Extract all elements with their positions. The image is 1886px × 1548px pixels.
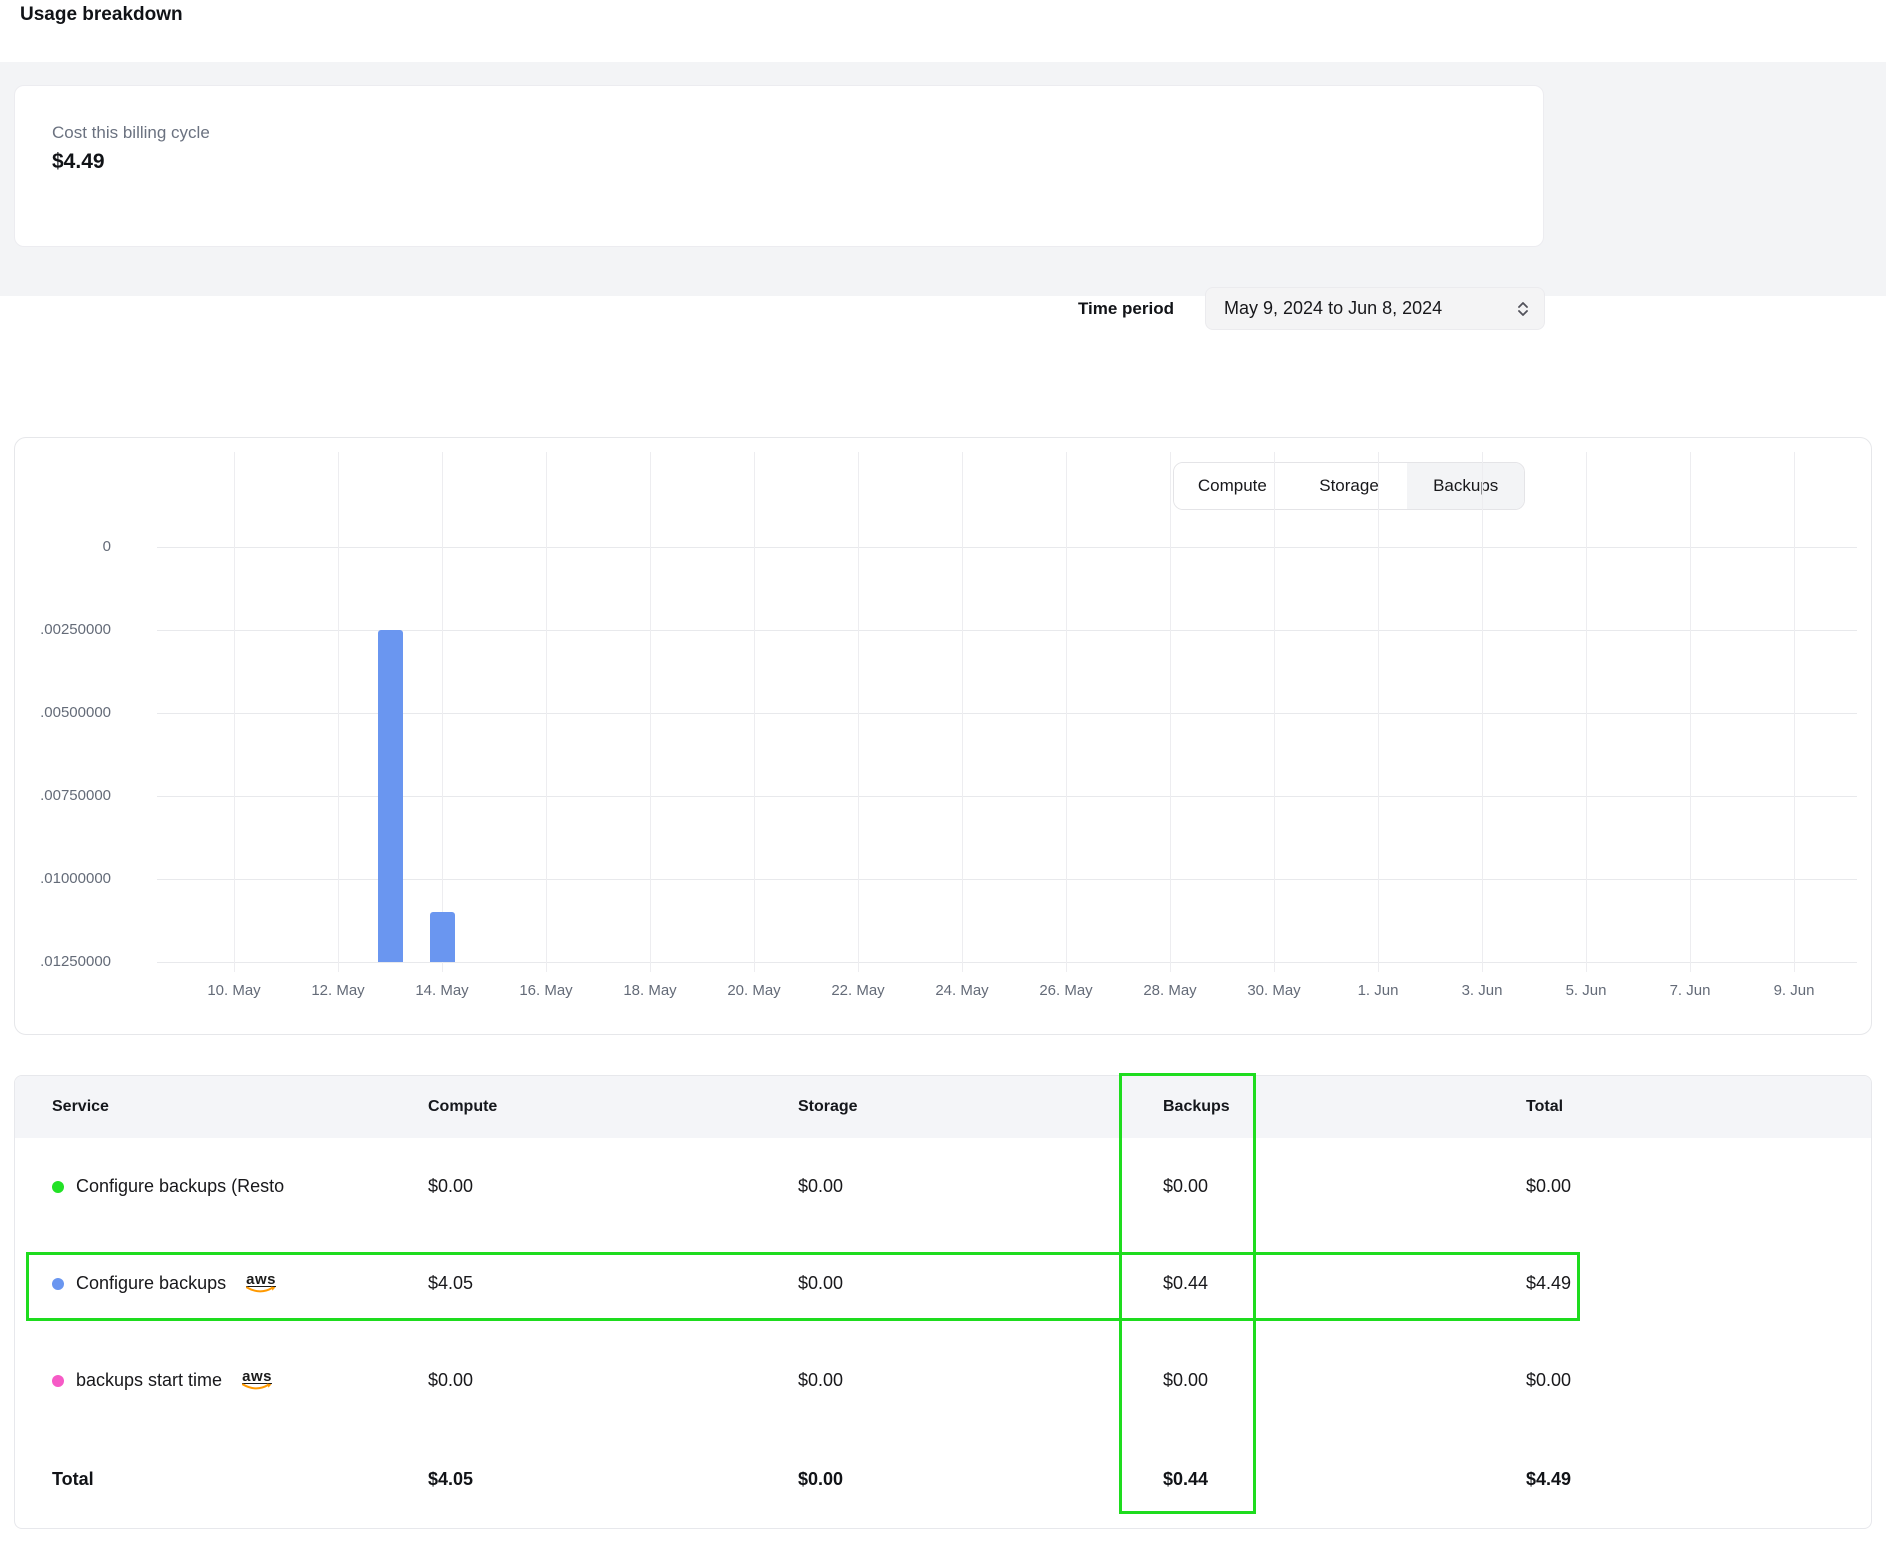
series-color-dot [52,1180,64,1193]
service-cell: Configure backups (Resto [38,1176,414,1197]
gridline-horizontal [157,630,1857,631]
table-header-row: Service Compute Storage Backups Total [15,1076,1871,1138]
x-axis-tick-label: 30. May [1247,982,1301,999]
time-period-select[interactable]: May 9, 2024 to Jun 8, 2024 [1205,287,1545,330]
total-backups-cell: $0.44 [1163,1468,1209,1489]
x-axis-tick-label: 5. Jun [1565,982,1607,999]
x-axis-tick-label: 9. Jun [1773,982,1815,999]
gridline-vertical [1690,452,1691,972]
gridline-vertical [650,452,651,972]
gridline-vertical [546,452,547,972]
series-color-dot [52,1277,64,1290]
total-value-cell: $4.49 [1526,1273,1572,1293]
time-period-label: Time period [1077,299,1174,318]
compute-value-cell: $0.00 [428,1370,474,1390]
y-axis-tick-label: .01000000 [40,870,111,887]
cost-card-value: $4.49 [52,150,105,173]
gridline-vertical [234,452,235,972]
compute-value-cell: $4.05 [428,1273,474,1293]
x-axis-tick-label: 7. Jun [1669,982,1711,999]
gridline-horizontal [157,547,1857,548]
gridline-vertical [1794,452,1795,972]
gridline-vertical [962,452,963,972]
tab-compute[interactable]: Compute [1174,463,1291,509]
service-name: backups start time [76,1370,223,1390]
table-row-1: Configure backups (Resto $0.00 $0.00 $0.00 $… [15,1138,1871,1235]
chart-bar-14-may[interactable] [430,912,455,962]
cost-card: Cost this billing cycle $4.49 [14,85,1544,247]
tab-storage[interactable]: Storage [1290,463,1408,509]
backups-value-cell: $0.00 [1163,1176,1209,1196]
column-header-service: Service [52,1098,109,1115]
x-axis-tick-label: 14. May [415,982,469,999]
backups-value-cell: $0.44 [1163,1273,1209,1293]
cost-card-label: Cost this billing cycle [52,123,210,142]
compute-value-cell: $0.00 [428,1176,474,1196]
gridline-vertical [1482,452,1483,972]
y-axis-tick-label: .00250000 [40,621,111,638]
service-cell: backups start time aws [38,1369,414,1392]
gridline-vertical [858,452,859,972]
gridline-horizontal [157,879,1857,880]
storage-value-cell: $0.00 [798,1370,844,1390]
storage-value-cell: $0.00 [798,1273,844,1293]
x-axis-tick-label: 26. May [1039,982,1093,999]
backups-value-cell: $0.00 [1163,1370,1209,1390]
gridline-vertical [1586,452,1587,972]
x-axis-tick-label: 20. May [727,982,781,999]
x-axis-tick-label: 10. May [207,982,261,999]
x-axis-tick-label: 3. Jun [1461,982,1503,999]
table-row-3: backups start time aws $0.00 $0.00 $0.00 $0.0… [15,1332,1871,1429]
table-total-row: Total $4.05 $0.00 $0.44 $4.49 [15,1429,1871,1528]
x-axis-tick-label: 28. May [1143,982,1197,999]
gridline-vertical [1274,452,1275,972]
time-period-value: May 9, 2024 to Jun 8, 2024 [1224,298,1443,318]
service-name: Configure backups (Resto [76,1176,285,1196]
column-header-backups: Backups [1163,1098,1230,1115]
y-axis-tick-label: .01250000 [40,953,111,970]
storage-value-cell: $0.00 [798,1176,844,1196]
billing-summary-band: Cost this billing cycle $4.49 [0,62,1886,296]
total-compute-cell: $4.05 [428,1468,474,1489]
service-cell: Configure backups aws [38,1272,414,1295]
page-title: Usage breakdown [20,4,183,25]
gridline-horizontal [157,962,1857,963]
gridline-vertical [338,452,339,972]
column-header-storage: Storage [798,1098,858,1115]
gridline-vertical [754,452,755,972]
chart-bar-13-may[interactable] [378,630,403,962]
gridline-vertical [1066,452,1067,972]
y-axis-tick-label: .00750000 [40,787,111,804]
table-row-2: Configure backups aws $4.05 $0.00 $0.44 $4.49 [15,1235,1871,1332]
x-axis-tick-label: 12. May [311,982,365,999]
chart-series-tabs: Compute Storage Backups [1173,462,1525,510]
y-axis-tick-label: .00500000 [40,704,111,721]
gridline-horizontal [157,796,1857,797]
gridline-horizontal [157,713,1857,714]
aws-logo-icon: aws [246,1272,276,1295]
y-axis-tick-label: 0 [102,538,111,555]
tab-backups[interactable]: Backups [1407,463,1524,509]
total-value-cell: $0.00 [1526,1370,1572,1390]
service-name: Configure backups [76,1273,227,1293]
x-axis-tick-label: 16. May [519,982,573,999]
usage-breakdown-table: Service Compute Storage Backups Total Config… [14,1075,1872,1529]
select-chevrons-icon [1518,301,1528,316]
column-header-total: Total [1526,1098,1564,1115]
gridline-vertical [442,452,443,972]
total-storage-cell: $0.00 [798,1468,844,1489]
total-value-cell: $0.00 [1526,1176,1572,1196]
aws-logo-icon: aws [242,1369,272,1392]
x-axis-tick-label: 1. Jun [1357,982,1399,999]
x-axis-tick-label: 22. May [831,982,885,999]
total-row-label: Total [52,1468,94,1489]
column-header-compute: Compute [428,1098,498,1115]
usage-chart-card: Compute Storage Backups .01250000 .01000000… [14,437,1872,1035]
total-total-cell: $4.49 [1526,1468,1572,1489]
series-color-dot [52,1374,64,1387]
gridline-vertical [1378,452,1379,972]
x-axis-tick-label: 24. May [935,982,989,999]
x-axis-tick-label: 18. May [623,982,677,999]
gridline-vertical [1170,452,1171,972]
